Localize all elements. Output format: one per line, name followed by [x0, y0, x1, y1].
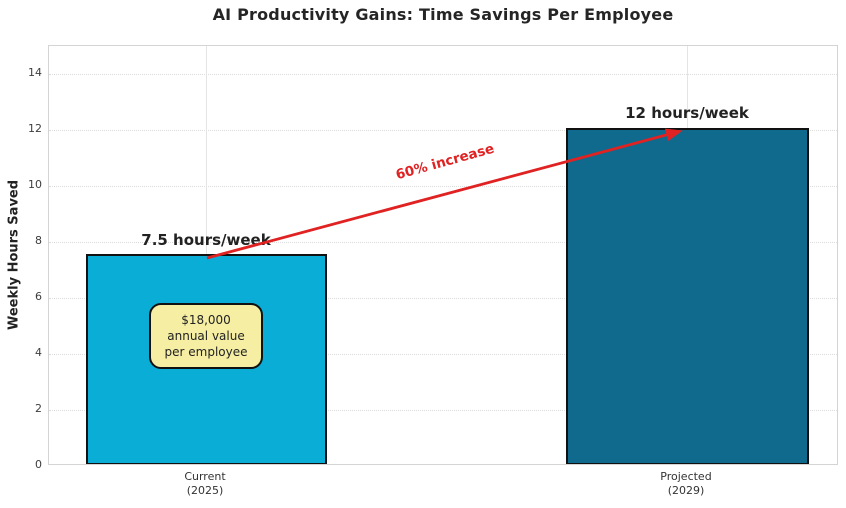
y-tick-label: 14	[28, 66, 42, 79]
callout-line: $18,000	[181, 313, 231, 327]
y-tick-label: 4	[35, 346, 42, 359]
y-tick-label: 0	[35, 458, 42, 471]
gridline-horizontal	[49, 298, 837, 299]
x-tick-projected: Projected (2029)	[616, 470, 756, 498]
y-tick-label: 8	[35, 234, 42, 247]
bar-value-label-current: 7.5 hours/week	[141, 231, 271, 249]
x-tick-line: Projected	[660, 470, 712, 483]
x-tick-line: Current	[184, 470, 226, 483]
chart-title: AI Productivity Gains: Time Savings Per …	[212, 5, 674, 24]
y-tick-label: 2	[35, 402, 42, 415]
gridline-horizontal	[49, 74, 837, 75]
plot-area: 7.5 hours/week 12 hours/week $18,000 ann…	[48, 45, 838, 465]
y-tick-label: 12	[28, 122, 42, 135]
gridline-horizontal	[49, 354, 837, 355]
callout-line: annual value	[167, 329, 245, 343]
bar-value-label-projected: 12 hours/week	[625, 104, 749, 122]
x-tick-current: Current (2025)	[135, 470, 275, 498]
x-tick-line: (2025)	[186, 484, 224, 497]
x-tick-line: (2029)	[667, 484, 705, 497]
callout-line: per employee	[164, 345, 248, 359]
gridline-horizontal	[49, 410, 837, 411]
value-callout: $18,000 annual value per employee	[149, 303, 263, 369]
y-tick-label: 6	[35, 290, 42, 303]
bar-projected	[566, 128, 809, 464]
y-axis-label: Weekly Hours Saved	[6, 179, 22, 331]
y-tick-label: 10	[28, 178, 42, 191]
